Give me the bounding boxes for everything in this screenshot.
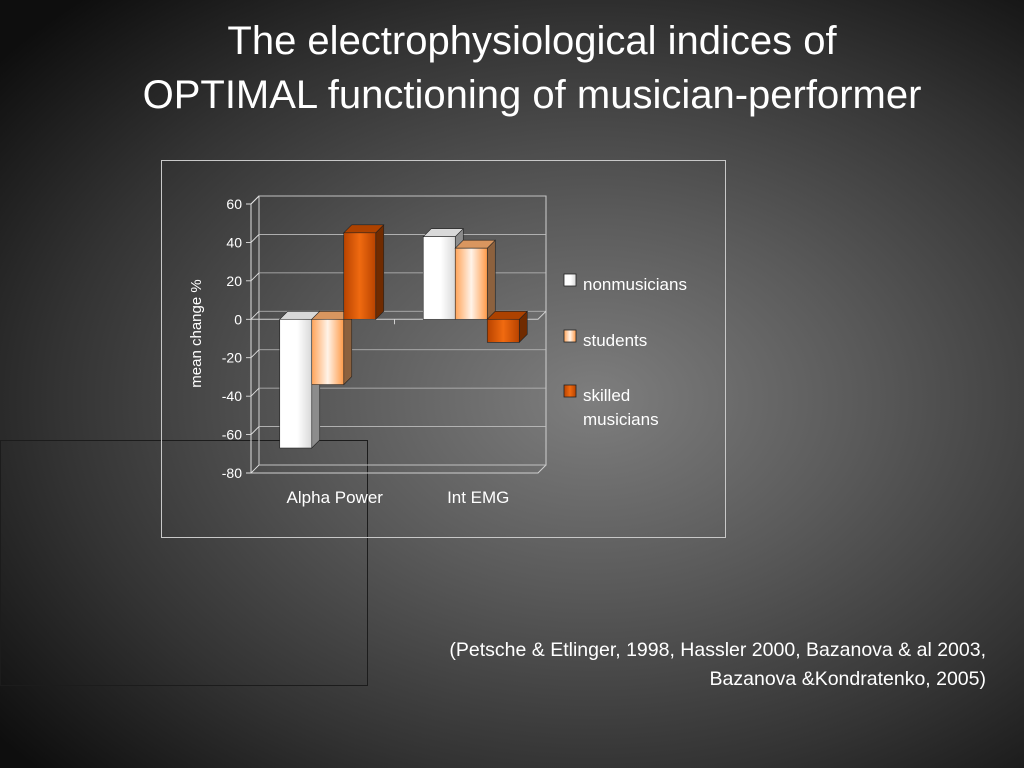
bars-layer [279,224,528,449]
citation-line-2: Bazanova &Kondratenko, 2005) [709,668,986,690]
y-tick [246,195,260,205]
y-tick-label: -40 [222,388,242,404]
x-tick-label: Alpha Power [287,488,384,507]
decorative-frame-line [0,440,368,686]
axis-layer: 60 40 20 0 -20 -40 -60 -80 mean change % Alpha Po… [188,195,509,507]
floor-edge [251,464,547,474]
y-tick-label: -20 [222,350,242,366]
y-tick [246,387,260,397]
y-tick [246,310,260,320]
legend-swatch [563,273,577,287]
y-tick-label: 40 [226,234,242,250]
title-line-1: The electrophysiological indices of [227,19,837,63]
title-line-2: OPTIMAL functioning of musician-performe… [142,73,922,117]
citation-line-1: (Petsche & Etlinger, 1998, Hassler 2000,… [449,639,986,661]
bar-skilled-musicians-int-emg [486,310,528,344]
bar-chart: 60 40 20 0 -20 -40 -60 -80 mean change % Alpha Po… [188,195,687,507]
legend-label: students [583,331,647,350]
legend-item-students: students [563,329,647,350]
y-tick-label: 0 [234,311,242,327]
y-tick [246,272,260,282]
bar-students-int-emg [454,239,496,321]
y-tick-label: -60 [222,427,242,443]
y-tick [246,234,260,243]
x-tick-label: Int EMG [447,488,509,507]
legend-label: skilled musicians [583,386,659,429]
y-tick-label: 20 [226,273,242,289]
y-tick-label: -80 [222,465,242,481]
legend-label: nonmusicians [583,275,687,294]
legend: nonmusicians students skilled musicians [563,273,687,429]
y-tick-label: 60 [226,196,242,212]
y-tick [246,426,260,436]
bar-students-alpha-power [311,310,353,386]
y-tick [246,464,260,474]
legend-swatch [563,384,577,398]
legend-swatch [563,329,577,343]
y-tick [246,349,260,359]
legend-item-skilled-musicians: skilled musicians [563,384,659,429]
chart-frame: 60 40 20 0 -20 -40 -60 -80 mean change % Alpha Po… [161,160,726,538]
slide-title: The electrophysiological indices of OPTI… [0,14,1024,122]
citation: (Petsche & Etlinger, 1998, Hassler 2000,… [306,636,986,694]
legend-item-nonmusicians: nonmusicians [563,273,687,294]
bar-skilled-musicians-alpha-power [343,224,385,321]
y-axis-title: mean change % [188,279,205,387]
